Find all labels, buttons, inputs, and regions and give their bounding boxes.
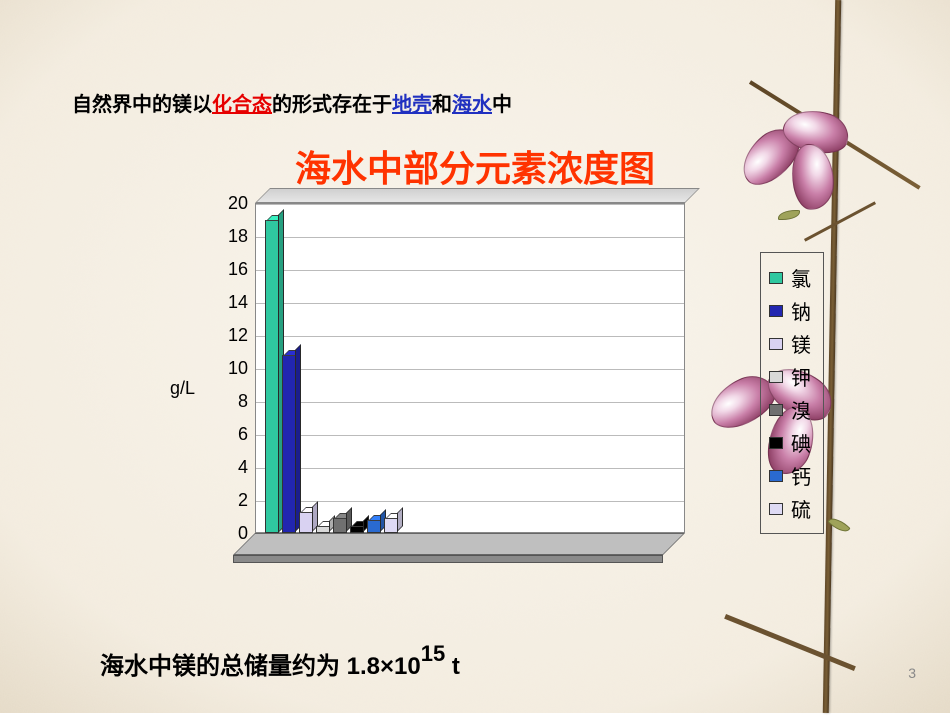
plot-3d-top bbox=[255, 188, 700, 203]
bar bbox=[316, 526, 330, 533]
intro-em-blue: 地壳 bbox=[392, 94, 432, 116]
legend-label: 溴 bbox=[791, 395, 811, 424]
y-tick: 6 bbox=[238, 424, 248, 445]
footnote-post: t bbox=[445, 653, 460, 680]
legend-item: 硫 bbox=[769, 494, 811, 523]
bar bbox=[350, 526, 364, 533]
intro-em-red: 化合态 bbox=[212, 94, 272, 116]
y-tick: 12 bbox=[228, 325, 248, 346]
y-tick: 20 bbox=[228, 193, 248, 214]
legend-swatch bbox=[769, 371, 783, 383]
legend-swatch bbox=[769, 305, 783, 317]
legend-swatch bbox=[769, 272, 783, 284]
legend-label: 镁 bbox=[791, 329, 811, 358]
intro-em-blue: 海水 bbox=[452, 94, 492, 116]
chart-title: 海水中部分元素浓度图 bbox=[0, 140, 950, 192]
legend-swatch bbox=[769, 338, 783, 350]
y-tick: 2 bbox=[238, 490, 248, 511]
bar bbox=[282, 355, 296, 533]
y-tick: 14 bbox=[228, 292, 248, 313]
bars-container bbox=[255, 203, 685, 533]
chart-area: 02468101214161820 bbox=[200, 195, 720, 575]
bar bbox=[367, 520, 381, 533]
footnote-pre: 海水中镁的总储量约为 1.8×10 bbox=[100, 653, 421, 680]
legend-item: 碘 bbox=[769, 428, 811, 457]
y-axis-label: g/L bbox=[170, 378, 195, 399]
intro-post: 中 bbox=[492, 94, 512, 116]
legend-label: 钾 bbox=[791, 362, 811, 391]
legend-item: 钠 bbox=[769, 296, 811, 325]
bar bbox=[384, 518, 398, 533]
bar-side-face bbox=[295, 344, 301, 532]
legend-label: 碘 bbox=[791, 428, 811, 457]
intro-pre: 自然界中的镁以 bbox=[72, 94, 212, 116]
legend-label: 钠 bbox=[791, 296, 811, 325]
legend-label: 氯 bbox=[791, 263, 811, 292]
legend-swatch bbox=[769, 470, 783, 482]
bar bbox=[333, 518, 347, 533]
y-tick: 8 bbox=[238, 391, 248, 412]
bar-side-face bbox=[397, 507, 403, 532]
legend-label: 硫 bbox=[791, 494, 811, 523]
y-tick: 4 bbox=[238, 457, 248, 478]
legend-swatch bbox=[769, 437, 783, 449]
footnote-exponent: 15 bbox=[421, 641, 445, 666]
plot-floor bbox=[233, 533, 685, 555]
y-tick: 16 bbox=[228, 259, 248, 280]
footnote: 海水中镁的总储量约为 1.8×1015 t bbox=[100, 645, 460, 681]
page-number: 3 bbox=[908, 665, 916, 681]
legend-item: 溴 bbox=[769, 395, 811, 424]
y-tick: 18 bbox=[228, 226, 248, 247]
legend: 氯钠镁钾溴碘钙硫 bbox=[760, 252, 824, 534]
intro-text: 自然界中的镁以化合态的形式存在于地壳和海水中 bbox=[72, 88, 512, 117]
plot-floor-front bbox=[233, 555, 663, 563]
legend-swatch bbox=[769, 404, 783, 416]
intro-mid: 的形式存在于 bbox=[272, 94, 392, 116]
y-axis-ticks: 02468101214161820 bbox=[208, 195, 248, 540]
bar bbox=[265, 220, 279, 534]
intro-and: 和 bbox=[432, 94, 452, 116]
legend-item: 镁 bbox=[769, 329, 811, 358]
legend-swatch bbox=[769, 503, 783, 515]
legend-item: 氯 bbox=[769, 263, 811, 292]
legend-label: 钙 bbox=[791, 461, 811, 490]
legend-item: 钾 bbox=[769, 362, 811, 391]
y-tick: 10 bbox=[228, 358, 248, 379]
bar bbox=[299, 512, 313, 533]
legend-item: 钙 bbox=[769, 461, 811, 490]
